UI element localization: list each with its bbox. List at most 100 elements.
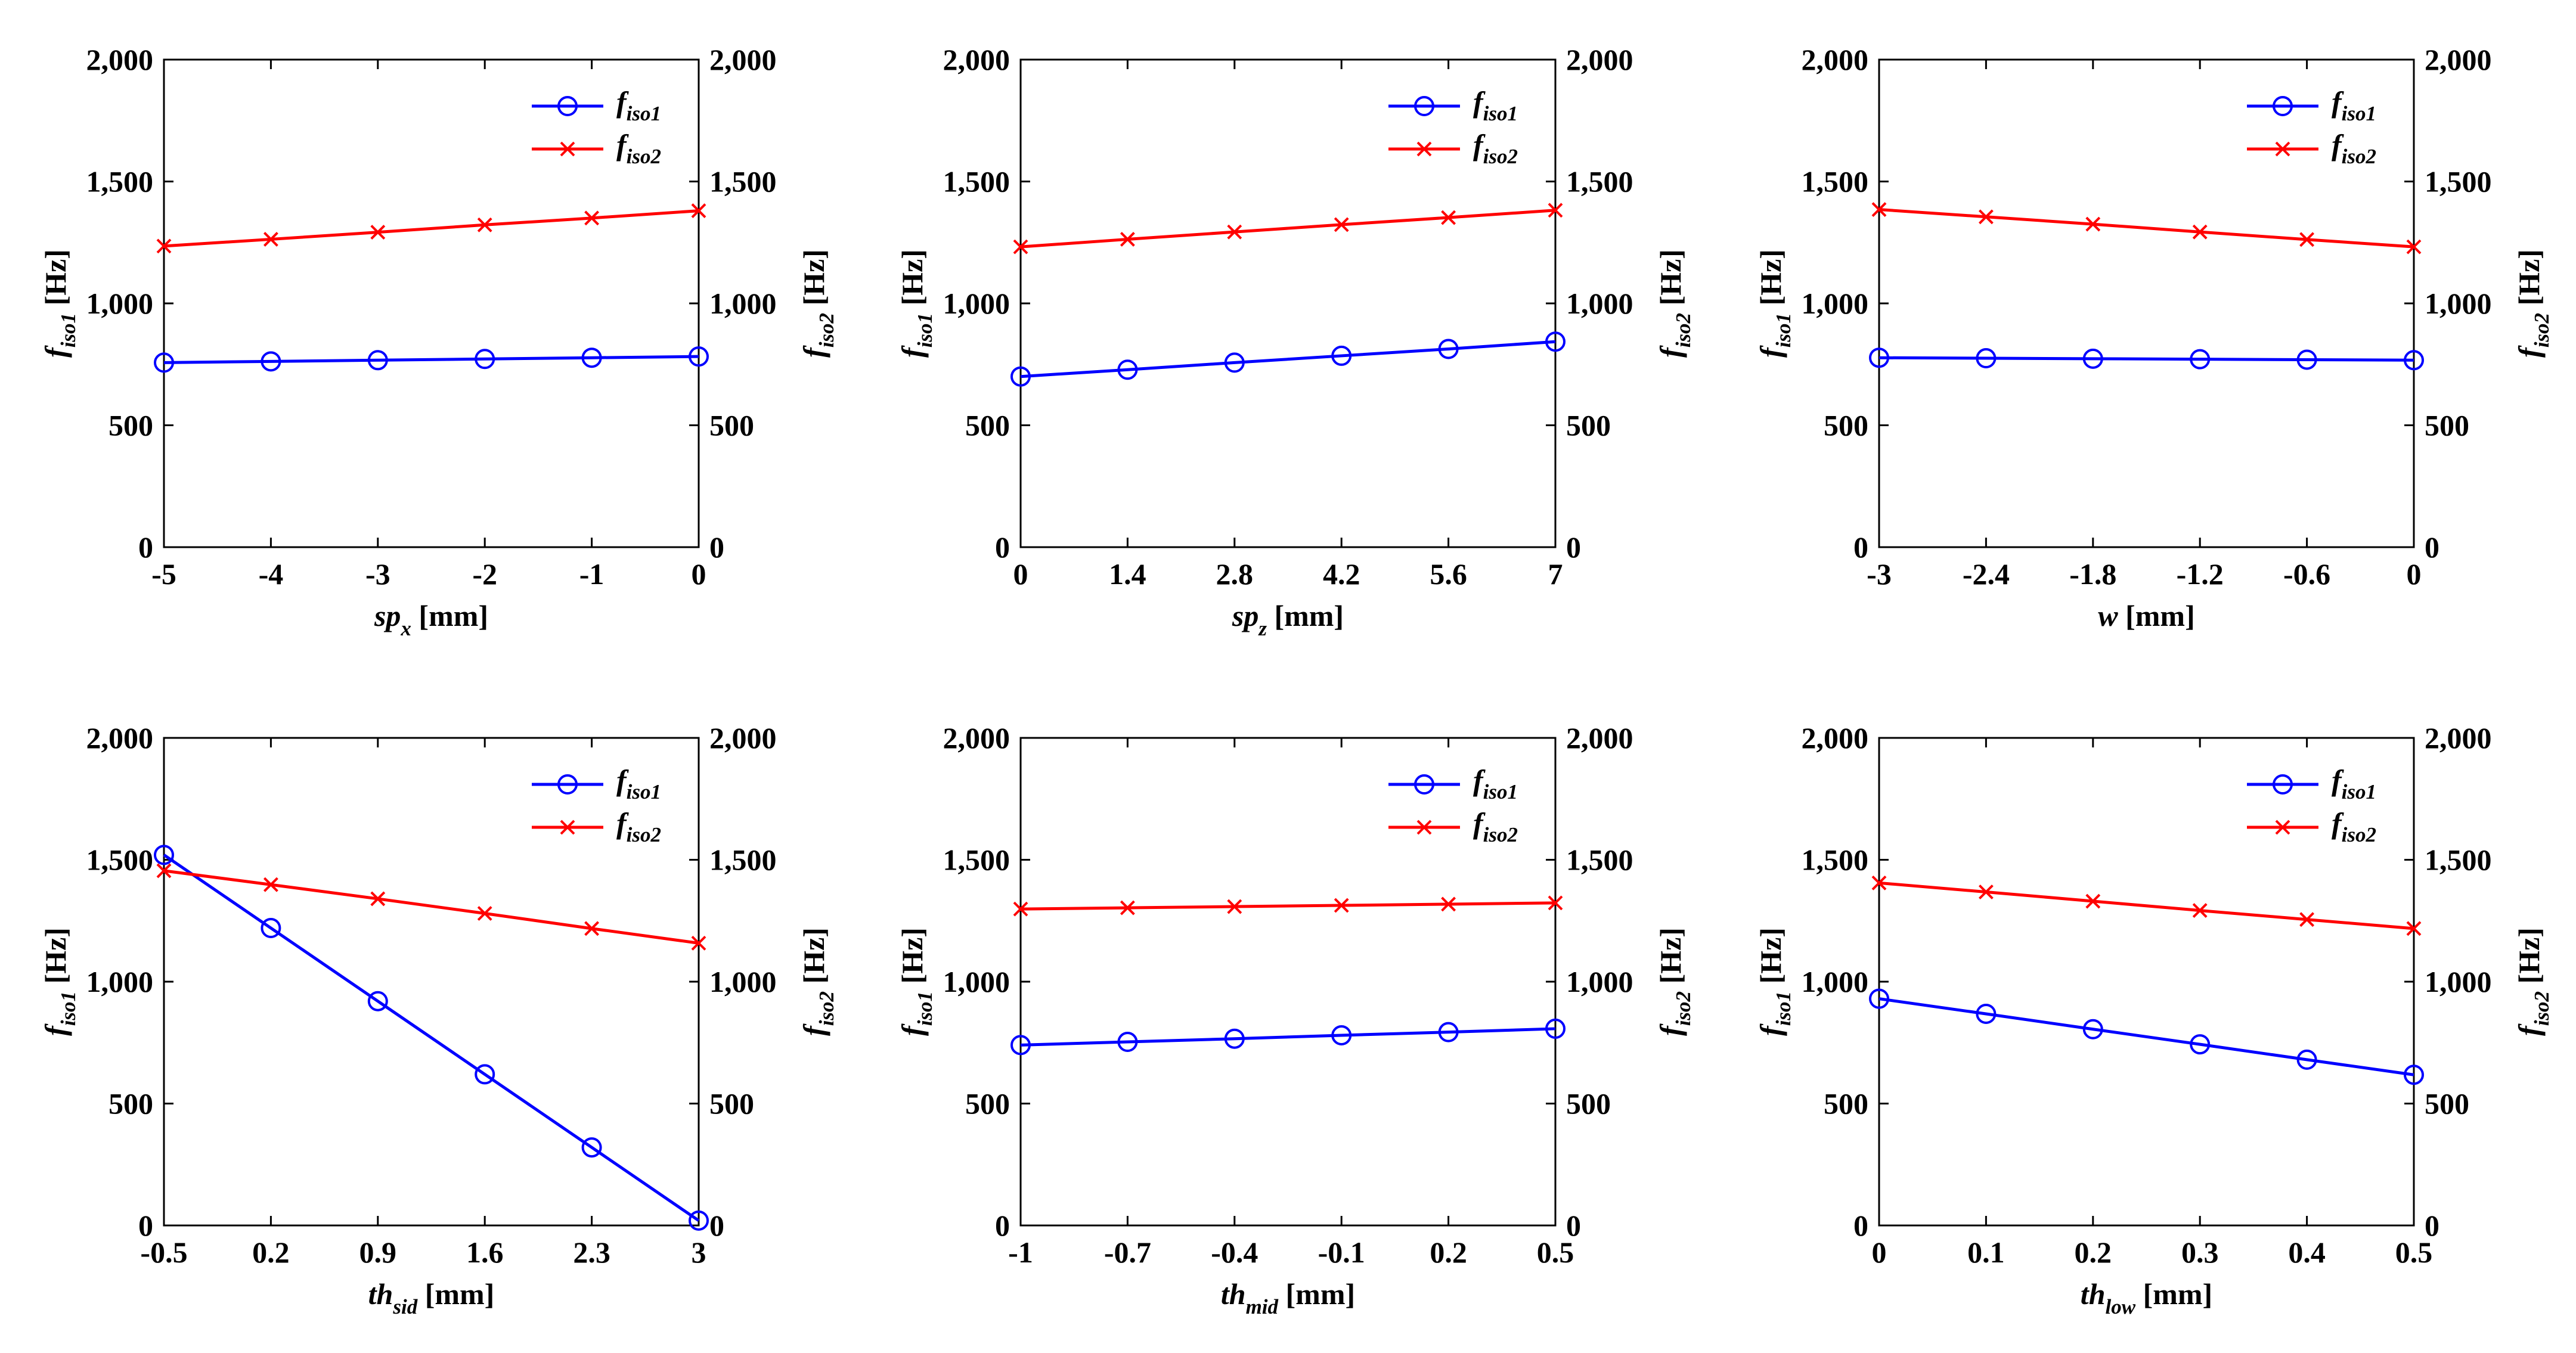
y-tick-label-left: 1,000 [1802, 287, 1869, 320]
legend-marker-circle [557, 96, 578, 116]
data-point-f_iso1 [689, 346, 709, 367]
data-point-f_iso1 [154, 352, 174, 373]
data-point-f_iso2 [584, 921, 600, 936]
y-tick-label-right: 2,000 [2425, 43, 2492, 76]
y-tick-label-right: 0 [2425, 530, 2439, 564]
legend-marker-x [560, 820, 575, 835]
x-axis-label: spz [mm] [1232, 599, 1344, 640]
x-tick-label: -0.5 [140, 1236, 187, 1269]
y-tick-label-left: 500 [965, 409, 1010, 442]
x-tick-label: 0.4 [2288, 1236, 2326, 1269]
x-tick-label: 1.6 [466, 1236, 504, 1269]
data-point-f_iso2 [1871, 202, 1887, 217]
legend-label: fiso1 [2332, 85, 2376, 125]
x-tick-label: 0 [1013, 557, 1028, 591]
data-point-f_iso2 [370, 891, 386, 907]
x-tick-label: 1.4 [1109, 557, 1146, 591]
data-point-f_iso2 [691, 203, 706, 218]
data-point-f_iso1 [1869, 988, 1889, 1009]
data-point-f_iso2 [1548, 203, 1563, 218]
y-tick-label-left: 1,500 [943, 165, 1010, 198]
y-tick-label-left: 500 [109, 1087, 153, 1121]
y-tick-label-left: 1,500 [1802, 843, 1869, 877]
x-tick-label: 0 [692, 557, 706, 591]
x-tick-label: 0 [1872, 1236, 1887, 1269]
y-tick-label-left: 2,000 [943, 721, 1010, 755]
y-tick-label-right: 0 [1566, 530, 1581, 564]
data-point-f_iso1 [1331, 1025, 1352, 1045]
data-point-f_iso1 [1545, 331, 1566, 352]
y-tick-label-right: 500 [709, 1087, 754, 1121]
x-tick-label: 0.5 [2395, 1236, 2433, 1269]
y-tick-label-left: 1,000 [86, 287, 154, 320]
y-tick-label-right: 500 [1566, 409, 1611, 442]
y-tick-label-left: 1,500 [86, 843, 154, 877]
data-point-f_iso1 [689, 1210, 709, 1231]
legend-label: fiso2 [2332, 806, 2376, 846]
x-tick-label: 4.2 [1323, 557, 1360, 591]
x-tick-label: 0 [2407, 557, 2422, 591]
data-point-f_iso1 [2404, 1065, 2424, 1085]
y-tick-label-left: 1,000 [86, 965, 154, 998]
data-point-f_iso2 [1871, 875, 1887, 890]
data-point-f_iso1 [261, 918, 281, 939]
data-point-f_iso2 [1978, 885, 1994, 899]
legend-label: fiso1 [2332, 764, 2376, 803]
data-point-f_iso1 [1869, 347, 1889, 368]
data-point-f_iso2 [1120, 900, 1135, 916]
x-axis-label: thlow [mm] [2081, 1277, 2212, 1318]
legend-label: fiso1 [1473, 764, 1518, 803]
y-tick-label-right: 2,000 [1566, 43, 1633, 76]
data-point-f_iso2 [2299, 912, 2315, 927]
data-point-f_iso1 [1010, 366, 1031, 387]
y-axis-label-right: fiso2 [Hz] [1654, 249, 1695, 358]
x-tick-label: -1.2 [2177, 557, 2224, 591]
data-point-f_iso2 [2085, 893, 2101, 909]
y-tick-label-left: 2,000 [1802, 721, 1869, 755]
data-point-f_iso2 [2406, 921, 2422, 936]
legend-marker-circle [2273, 96, 2293, 116]
y-axis-label-right: fiso2 [Hz] [797, 927, 838, 1036]
y-tick-label-left: 1,000 [943, 965, 1010, 998]
data-point-f_iso2 [1441, 896, 1456, 912]
y-tick-label-left: 500 [1824, 409, 1868, 442]
data-point-f_iso1 [2190, 349, 2211, 370]
data-point-f_iso2 [156, 238, 172, 254]
y-tick-label-right: 500 [709, 409, 754, 442]
x-tick-label: 3 [692, 1236, 706, 1269]
x-tick-label: -3 [365, 557, 390, 591]
x-tick-label: -1 [579, 557, 605, 591]
y-tick-label-right: 1,500 [1566, 165, 1633, 198]
data-point-f_iso2 [370, 225, 386, 240]
series-line-f_iso2 [163, 209, 699, 248]
legend-marker-circle [557, 774, 578, 795]
x-tick-label: 0.2 [2075, 1236, 2112, 1269]
data-point-f_iso1 [581, 347, 602, 368]
y-tick-label-right: 1,500 [709, 165, 777, 198]
y-tick-label-left: 2,000 [1802, 43, 1869, 76]
y-tick-label-left: 0 [138, 530, 153, 564]
x-tick-label: -4 [259, 557, 284, 591]
x-axis-label: w [mm] [2098, 599, 2194, 632]
data-point-f_iso1 [2190, 1034, 2211, 1055]
x-tick-label: 0.3 [2181, 1236, 2219, 1269]
y-axis-label-right: fiso2 [Hz] [1654, 927, 1695, 1036]
x-tick-label: 7 [1548, 557, 1563, 591]
data-point-f_iso2 [1227, 224, 1242, 240]
subplot-5: 0 0 500 500 1,000 1,000 1,500 1,500 2,000 2,000 -1… [895, 721, 1695, 1318]
data-point-f_iso1 [1117, 1032, 1138, 1053]
y-axis-label-left: fiso1 [Hz] [39, 927, 80, 1036]
data-point-f_iso1 [367, 350, 388, 371]
series-line-f_iso1 [1878, 356, 2414, 362]
legend-label: fiso1 [616, 764, 661, 803]
y-tick-label-right: 2,000 [1566, 721, 1633, 755]
legend-label: fiso2 [2332, 128, 2376, 168]
subplot-4: 0 0 500 500 1,000 1,000 1,500 1,500 2,000 2,000 -0… [39, 721, 838, 1318]
y-tick-label-right: 1,500 [709, 843, 777, 877]
y-tick-label-left: 1,000 [1802, 965, 1869, 998]
